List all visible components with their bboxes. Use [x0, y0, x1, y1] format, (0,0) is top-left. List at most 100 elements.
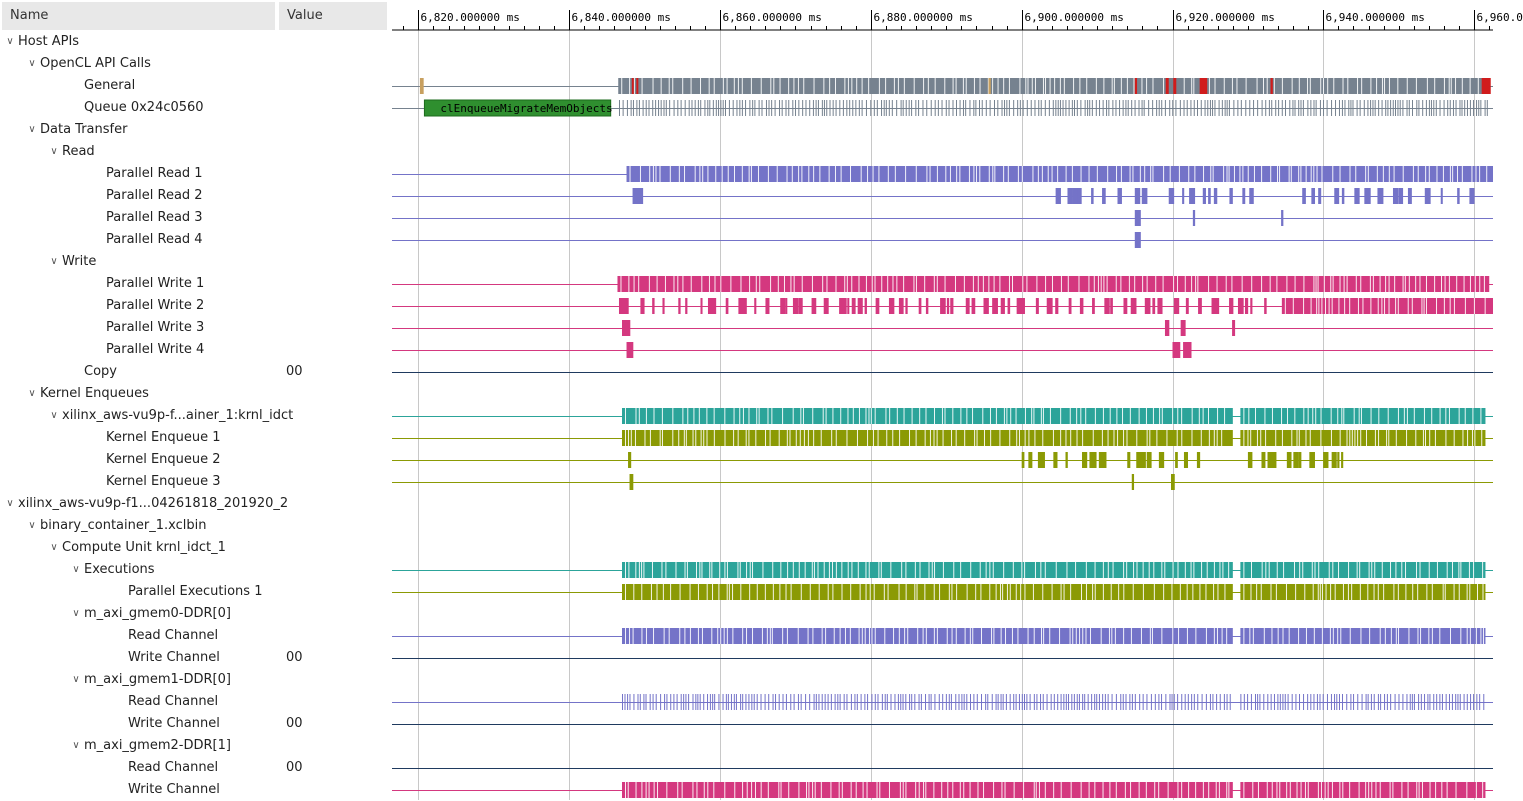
- event-tick[interactable]: [759, 100, 760, 116]
- event-bar[interactable]: [685, 298, 687, 314]
- event-bar[interactable]: [1077, 188, 1082, 204]
- event-tick[interactable]: [1307, 100, 1308, 116]
- event-tick[interactable]: [1433, 100, 1434, 116]
- event-tick[interactable]: [1327, 100, 1328, 116]
- event-tick[interactable]: [886, 100, 887, 116]
- event-tick[interactable]: [1357, 100, 1358, 116]
- event-bar[interactable]: [1056, 188, 1061, 204]
- event-tick[interactable]: [1080, 100, 1081, 116]
- event-tick[interactable]: [1456, 100, 1457, 116]
- event-tick[interactable]: [1013, 694, 1014, 710]
- event-bar[interactable]: [983, 298, 988, 314]
- event-tick[interactable]: [1464, 694, 1465, 710]
- event-bar[interactable]: [1169, 188, 1174, 204]
- event-tick[interactable]: [1106, 100, 1107, 116]
- event-tick[interactable]: [1360, 100, 1361, 116]
- event-bar[interactable]: [1299, 452, 1302, 468]
- event-bar[interactable]: [1132, 474, 1134, 490]
- event-tick[interactable]: [861, 694, 862, 710]
- event-tick[interactable]: [1172, 694, 1173, 710]
- tree-row-kernel-enqueue-3[interactable]: Kernel Enqueue 3: [0, 471, 390, 493]
- event-tick[interactable]: [1436, 694, 1437, 710]
- event-tick[interactable]: [828, 694, 829, 710]
- event-tick[interactable]: [1412, 694, 1413, 710]
- event-tick[interactable]: [1152, 100, 1153, 116]
- event-tick[interactable]: [898, 694, 899, 710]
- event-tick[interactable]: [734, 694, 735, 710]
- event-tick[interactable]: [1262, 100, 1263, 116]
- event-bar[interactable]: [640, 298, 644, 314]
- event-tick[interactable]: [956, 100, 957, 116]
- event-bar[interactable]: [861, 298, 863, 314]
- event-bar[interactable]: [1142, 188, 1148, 204]
- event-tick[interactable]: [769, 100, 770, 116]
- event-tick[interactable]: [805, 100, 806, 116]
- event-tick[interactable]: [775, 694, 776, 710]
- event-tick[interactable]: [739, 100, 740, 116]
- event-bar[interactable]: [1229, 298, 1233, 314]
- event-bar[interactable]: [1147, 452, 1152, 468]
- event-bar[interactable]: [1354, 188, 1359, 204]
- event-tick[interactable]: [990, 100, 991, 116]
- event-tick[interactable]: [1143, 694, 1144, 710]
- event-tick[interactable]: [636, 100, 637, 116]
- event-tick[interactable]: [1146, 694, 1147, 710]
- event-tick[interactable]: [1191, 694, 1192, 710]
- event-bar[interactable]: [1152, 298, 1155, 314]
- event-tick[interactable]: [1406, 694, 1407, 710]
- event-bar[interactable]: [700, 298, 702, 314]
- event-tick[interactable]: [623, 100, 624, 116]
- event-bar[interactable]: [1174, 298, 1179, 314]
- event-tick[interactable]: [1385, 100, 1386, 116]
- event-tick[interactable]: [1253, 100, 1254, 116]
- event-bar[interactable]: [793, 298, 798, 314]
- event-tick[interactable]: [1139, 100, 1140, 116]
- event-tick[interactable]: [839, 100, 840, 116]
- tree-row-parallel-write-3[interactable]: Parallel Write 3: [0, 317, 390, 339]
- event-bar[interactable]: [1240, 628, 1485, 644]
- event-tick[interactable]: [887, 694, 888, 710]
- event-bar[interactable]: [619, 298, 625, 314]
- event-bar[interactable]: [743, 298, 747, 314]
- event-tick[interactable]: [637, 694, 638, 710]
- event-tick[interactable]: [692, 694, 693, 710]
- event-tick[interactable]: [843, 100, 844, 116]
- event-tick[interactable]: [725, 100, 726, 116]
- event-tick[interactable]: [1240, 694, 1241, 710]
- event-tick[interactable]: [786, 694, 787, 710]
- event-bar[interactable]: [865, 298, 867, 314]
- event-tick[interactable]: [1026, 694, 1027, 710]
- event-tick[interactable]: [966, 694, 967, 710]
- timeline-track[interactable]: [392, 276, 1493, 292]
- event-tick[interactable]: [987, 694, 988, 710]
- event-tick[interactable]: [700, 694, 701, 710]
- event-tick[interactable]: [666, 100, 667, 116]
- event-tick[interactable]: [773, 694, 774, 710]
- event-tick[interactable]: [906, 100, 907, 116]
- event-tick[interactable]: [1165, 100, 1166, 116]
- chevron-down-icon[interactable]: ∨: [4, 31, 16, 53]
- event-tick[interactable]: [818, 694, 819, 710]
- event-tick[interactable]: [1131, 100, 1132, 116]
- event-tick[interactable]: [1313, 694, 1314, 710]
- event-tick[interactable]: [1395, 100, 1396, 116]
- event-bar[interactable]: [1398, 188, 1403, 204]
- event-tick[interactable]: [1470, 100, 1471, 116]
- event-tick[interactable]: [1139, 694, 1140, 710]
- event-tick[interactable]: [1031, 100, 1032, 116]
- event-tick[interactable]: [826, 100, 827, 116]
- event-tick[interactable]: [707, 100, 708, 116]
- event-tick[interactable]: [931, 100, 932, 116]
- event-tick[interactable]: [697, 694, 698, 710]
- event-tick[interactable]: [1402, 100, 1403, 116]
- event-tick[interactable]: [970, 694, 971, 710]
- event-tick[interactable]: [698, 100, 699, 116]
- event-tick[interactable]: [1342, 694, 1343, 710]
- event-tick[interactable]: [1440, 100, 1441, 116]
- tree-row-parallel-executions-1[interactable]: Parallel Executions 1: [0, 581, 390, 603]
- event-bar[interactable]: [1232, 320, 1235, 336]
- event-tick[interactable]: [889, 100, 890, 116]
- event-tick[interactable]: [894, 694, 895, 710]
- event-tick[interactable]: [1116, 694, 1117, 710]
- event-tick[interactable]: [909, 694, 910, 710]
